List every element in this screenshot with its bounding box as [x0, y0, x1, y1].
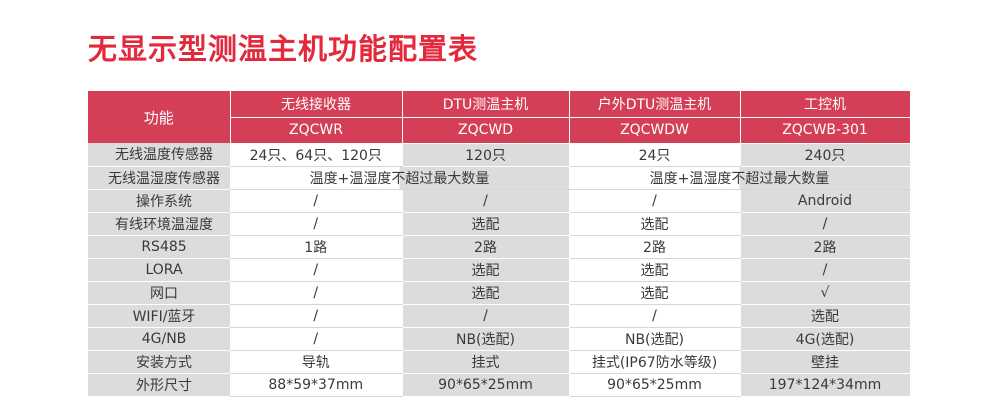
row-label: 安装方式: [88, 350, 230, 374]
cell: /: [569, 304, 740, 328]
cell: 2路: [739, 235, 911, 259]
cell: 选配: [401, 212, 570, 236]
merged-cell: 温度+温湿度不超过最大数量: [230, 166, 569, 190]
product-model-header: ZQCWB-301: [740, 117, 911, 144]
cell: 24只、64只、120只: [230, 143, 402, 167]
table-row: 安装方式 导轨 挂式 挂式(IP67防水等级) 壁挂: [88, 350, 911, 374]
cell: 197*124*34mm: [739, 373, 911, 397]
cell: 选配: [401, 281, 570, 305]
merged-cell: 温度+温湿度不超过最大数量: [569, 166, 910, 190]
function-column-header: 功能: [88, 91, 231, 143]
cell: 90*65*25mm: [401, 373, 570, 397]
row-label: 有线环境温湿度: [88, 212, 230, 236]
row-label: 4G/NB: [88, 327, 230, 351]
cell: 选配: [401, 258, 570, 282]
cell: /: [739, 258, 911, 282]
cell: /: [401, 189, 570, 213]
cell: 导轨: [230, 350, 402, 374]
cell: 壁挂: [739, 350, 911, 374]
row-label: LORA: [88, 258, 230, 282]
cell: 90*65*25mm: [569, 373, 740, 397]
row-label: 无线温湿度传感器: [88, 166, 230, 190]
cell: /: [230, 327, 402, 351]
cell: 240只: [739, 143, 911, 167]
table-row: 无线温度传感器 24只、64只、120只 120只 24只 240只: [88, 143, 911, 167]
cell: /: [739, 212, 911, 236]
row-label: 无线温度传感器: [88, 143, 230, 167]
cell: 2路: [569, 235, 740, 259]
cell: /: [401, 304, 570, 328]
cell: /: [230, 189, 402, 213]
cell: /: [230, 281, 402, 305]
cell: /: [230, 304, 402, 328]
cell: 2路: [401, 235, 570, 259]
product-model-header: ZQCWR: [230, 117, 403, 144]
cell: 选配: [739, 304, 911, 328]
cell: 88*59*37mm: [230, 373, 402, 397]
cell: 4G(选配): [739, 327, 911, 351]
cell: NB(选配): [569, 327, 740, 351]
row-label: 网口: [88, 281, 230, 305]
table-row: 4G/NB / NB(选配) NB(选配) 4G(选配): [88, 327, 911, 351]
product-name-header: 户外DTU测温主机: [569, 91, 741, 118]
table-row: 有线环境温湿度 / 选配 选配 /: [88, 212, 911, 236]
row-label: 操作系统: [88, 189, 230, 213]
cell: 选配: [569, 212, 740, 236]
table-row: WIFI/蓝牙 / / / 选配: [88, 304, 911, 328]
page-title: 无显示型测温主机功能配置表: [88, 32, 479, 66]
cell: 选配: [569, 258, 740, 282]
table-row: 网口 / 选配 选配 √: [88, 281, 911, 305]
cell: /: [230, 258, 402, 282]
cell: 选配: [569, 281, 740, 305]
cell: /: [230, 212, 402, 236]
cell: 1路: [230, 235, 402, 259]
table-header: 功能 无线接收器 DTU测温主机 户外DTU测温主机 工控机 ZQCWR ZQC…: [88, 91, 911, 144]
table-row: RS485 1路 2路 2路 2路: [88, 235, 911, 259]
cell: 挂式(IP67防水等级): [569, 350, 740, 374]
cell: 挂式: [401, 350, 570, 374]
table-row: 操作系统 / / / Android: [88, 189, 911, 213]
product-name-header: 工控机: [740, 91, 911, 118]
cell: 120只: [401, 143, 570, 167]
table-row: 外形尺寸 88*59*37mm 90*65*25mm 90*65*25mm 19…: [88, 373, 911, 397]
cell: NB(选配): [401, 327, 570, 351]
product-name-header: 无线接收器: [230, 91, 403, 118]
table-row: 无线温湿度传感器 温度+温湿度不超过最大数量 温度+温湿度不超过最大数量: [88, 166, 910, 190]
cell: Android: [739, 189, 911, 213]
table-row: LORA / 选配 选配 /: [88, 258, 911, 282]
cell: 24只: [569, 143, 740, 167]
row-label: RS485: [88, 235, 230, 259]
cell: /: [569, 189, 740, 213]
row-label: 外形尺寸: [88, 373, 230, 397]
spec-table: 功能 无线接收器 DTU测温主机 户外DTU测温主机 工控机 ZQCWR ZQC…: [88, 91, 911, 397]
row-label: WIFI/蓝牙: [88, 304, 230, 328]
product-model-header: ZQCWD: [402, 117, 570, 144]
cell: √: [739, 281, 911, 305]
product-name-header: DTU测温主机: [402, 91, 570, 118]
product-model-header: ZQCWDW: [569, 117, 741, 144]
